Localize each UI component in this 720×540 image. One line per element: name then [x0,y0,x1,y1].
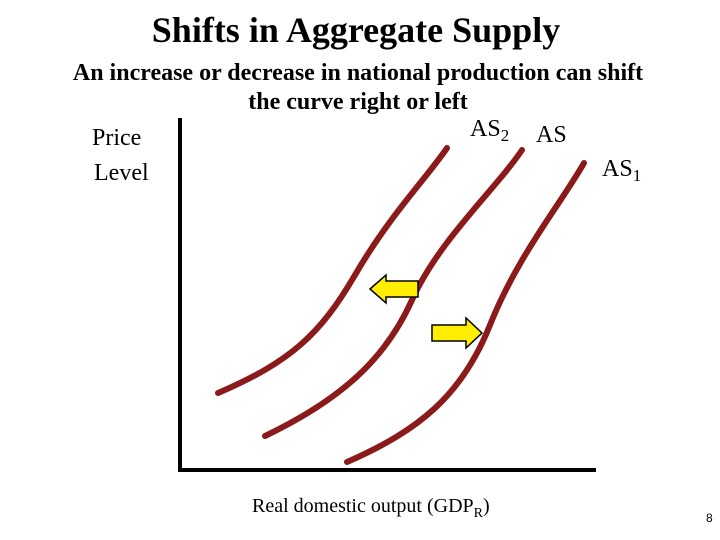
curve-label: AS [536,122,567,148]
arrow-left [368,273,419,305]
curve-label-sub: 2 [501,126,510,145]
curve-label-base: AS [470,116,501,142]
x-axis-label-text: Real domestic output (GDP [252,495,474,517]
axes [178,118,596,472]
curve-label-base: AS [536,122,567,148]
arrow-right [431,316,484,350]
curve-as [262,147,525,439]
curve-label: AS1 [602,156,641,185]
x-axis-label-sub: R [474,506,484,521]
subtitle: the curve right or left [248,89,467,115]
y-axis-label: Level [94,160,149,186]
curve-label-base: AS [602,156,633,182]
curve-as1 [344,160,587,465]
curve-label: AS2 [470,116,509,145]
curve-label-sub: 1 [633,166,642,185]
page-number: 8 [706,511,713,525]
x-axis-label: Real domestic output (GDPR) [252,495,490,521]
y-axis-label: Price [92,125,141,151]
title: Shifts in Aggregate Supply [152,10,560,50]
curves [215,145,587,465]
curve-as2 [215,145,450,396]
subtitle: An increase or decrease in national prod… [73,60,643,86]
x-axis-label-end: ) [483,495,490,517]
